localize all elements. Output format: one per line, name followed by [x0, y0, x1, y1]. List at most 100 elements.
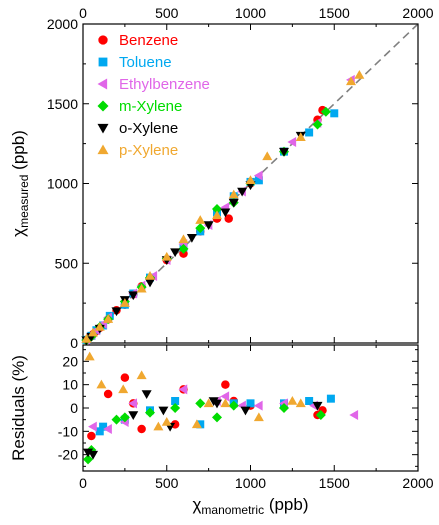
residual-series-m-xylene [83, 398, 326, 465]
residual-point-ethylbenzene [128, 398, 137, 409]
point-p-xylene [145, 271, 155, 280]
point-p-xylene [119, 298, 130, 307]
legend-label-o-xylene: o-Xylene [119, 120, 178, 137]
residual-point-p-xylene [136, 370, 147, 380]
point-p-xylene [94, 322, 105, 331]
residual-point-p-xylene [84, 351, 95, 361]
y-axis-title-symbol: χ [9, 228, 28, 237]
residual-point-p-xylene [118, 384, 129, 394]
residual-point-m-xylene [195, 398, 206, 409]
residual-point-o-xylene [141, 390, 152, 399]
y-tick-label-residuals: -10 [58, 423, 78, 439]
residual-point-m-xylene [212, 412, 222, 423]
legend-label-p-xylene: p-Xylene [119, 142, 178, 159]
point-p-xylene [346, 76, 356, 86]
point-o-xylene [111, 307, 122, 317]
residual-point-benzene [221, 380, 230, 389]
residual-point-benzene [87, 431, 96, 441]
x-axis-title-subscript: manometric [201, 503, 264, 517]
residual-point-m-xylene [145, 407, 155, 418]
y-tick-label-main: 1000 [47, 176, 78, 192]
y-tick-label-main: 0 [70, 335, 78, 351]
residual-point-toluene [326, 394, 335, 403]
point-o-xylene [145, 278, 155, 288]
point-o-xylene [237, 187, 248, 197]
point-p-xylene [161, 251, 172, 261]
point-o-xylene [279, 147, 289, 157]
x-tick-label-bottom: 500 [155, 475, 179, 491]
y-tick-label-main: 500 [55, 255, 79, 271]
point-p-xylene [136, 283, 147, 293]
residual-point-benzene [137, 424, 146, 434]
residual-point-ethylbenzene [103, 424, 112, 434]
x-tick-label-bottom: 0 [79, 475, 87, 491]
point-o-xylene [170, 248, 181, 258]
x-axis-title-symbol: χ [192, 495, 201, 514]
residual-point-p-xylene [161, 417, 172, 426]
x-tick-label-bottom: 2000 [402, 475, 433, 491]
residual-point-o-xylene [240, 406, 251, 416]
y-tick-label-main: 1500 [47, 96, 78, 112]
residual-point-m-xylene [170, 403, 181, 413]
series-p-xylene [81, 70, 365, 343]
residual-point-o-xylene [212, 399, 222, 409]
residual-point-o-xylene [128, 411, 139, 420]
point-p-xylene [212, 210, 222, 220]
residual-point-p-xylene [191, 419, 202, 429]
x-tick-label-bottom: 1000 [235, 475, 266, 491]
residual-point-benzene [103, 389, 113, 399]
point-m-xylene [195, 223, 206, 234]
residual-series-ethylbenzene [88, 384, 359, 434]
residual-point-p-xylene [220, 398, 231, 408]
point-ethylbenzene [287, 137, 297, 148]
y-tick-label-residuals: 10 [62, 377, 78, 393]
point-o-xylene [186, 233, 197, 243]
point-toluene [330, 109, 339, 118]
residual-point-o-xylene [88, 450, 99, 460]
y-axis-title-residuals: Residuals (%) [9, 355, 28, 461]
point-p-xylene [195, 215, 206, 224]
point-benzene [224, 214, 233, 223]
residual-point-m-xylene [228, 400, 239, 411]
point-toluene [254, 176, 263, 185]
point-o-xylene [228, 198, 239, 208]
point-ethylbenzene [253, 170, 263, 181]
legend-marker-o-xylene [97, 123, 109, 134]
point-p-xylene [262, 151, 273, 161]
legend-marker-m-xylene [97, 100, 109, 112]
residual-point-m-xylene [83, 454, 94, 465]
residual-point-toluene [95, 427, 104, 436]
residual-point-o-xylene [83, 448, 94, 458]
x-axis-title-unit: (ppb) [264, 495, 308, 514]
y-tick-label-residuals: 20 [62, 353, 78, 369]
point-m-xylene [312, 119, 323, 130]
residual-point-ethylbenzene [253, 400, 263, 411]
residual-series-o-xylene [83, 390, 323, 460]
point-p-xylene [103, 314, 114, 323]
x-axis-title: χmanometric (ppb) [192, 495, 308, 517]
residual-point-ethylbenzene [220, 391, 230, 402]
legend-label-benzene: Benzene [119, 32, 178, 49]
y-axis-title-subscript: measured [17, 175, 31, 228]
legend-marker-ethylbenzene [97, 78, 108, 90]
residual-point-m-xylene [315, 410, 326, 420]
residual-point-ethylbenzene [349, 410, 359, 420]
legend: Benzene Toluene Ethylbenzene m-Xylene o-Xyle… [97, 32, 210, 159]
legend-marker-toluene [98, 57, 108, 67]
point-m-xylene [178, 243, 189, 254]
y-tick-label-residuals: 0 [70, 400, 78, 416]
residual-point-toluene [246, 399, 255, 408]
residual-series-p-xylene [84, 351, 306, 431]
point-p-xylene [228, 189, 239, 199]
x-tick-label-top: 0 [79, 5, 87, 21]
residual-point-p-xylene [287, 396, 298, 405]
residual-point-toluene [99, 422, 108, 431]
y-tick-label-residuals: -20 [58, 447, 78, 463]
point-p-xylene [354, 70, 365, 79]
x-tick-label-top: 1500 [319, 5, 350, 21]
point-o-xylene [220, 208, 231, 218]
point-p-xylene [81, 334, 92, 343]
legend-label-m-xylene: m-Xylene [119, 98, 182, 115]
point-p-xylene [178, 234, 189, 244]
point-p-xylene [88, 327, 99, 337]
